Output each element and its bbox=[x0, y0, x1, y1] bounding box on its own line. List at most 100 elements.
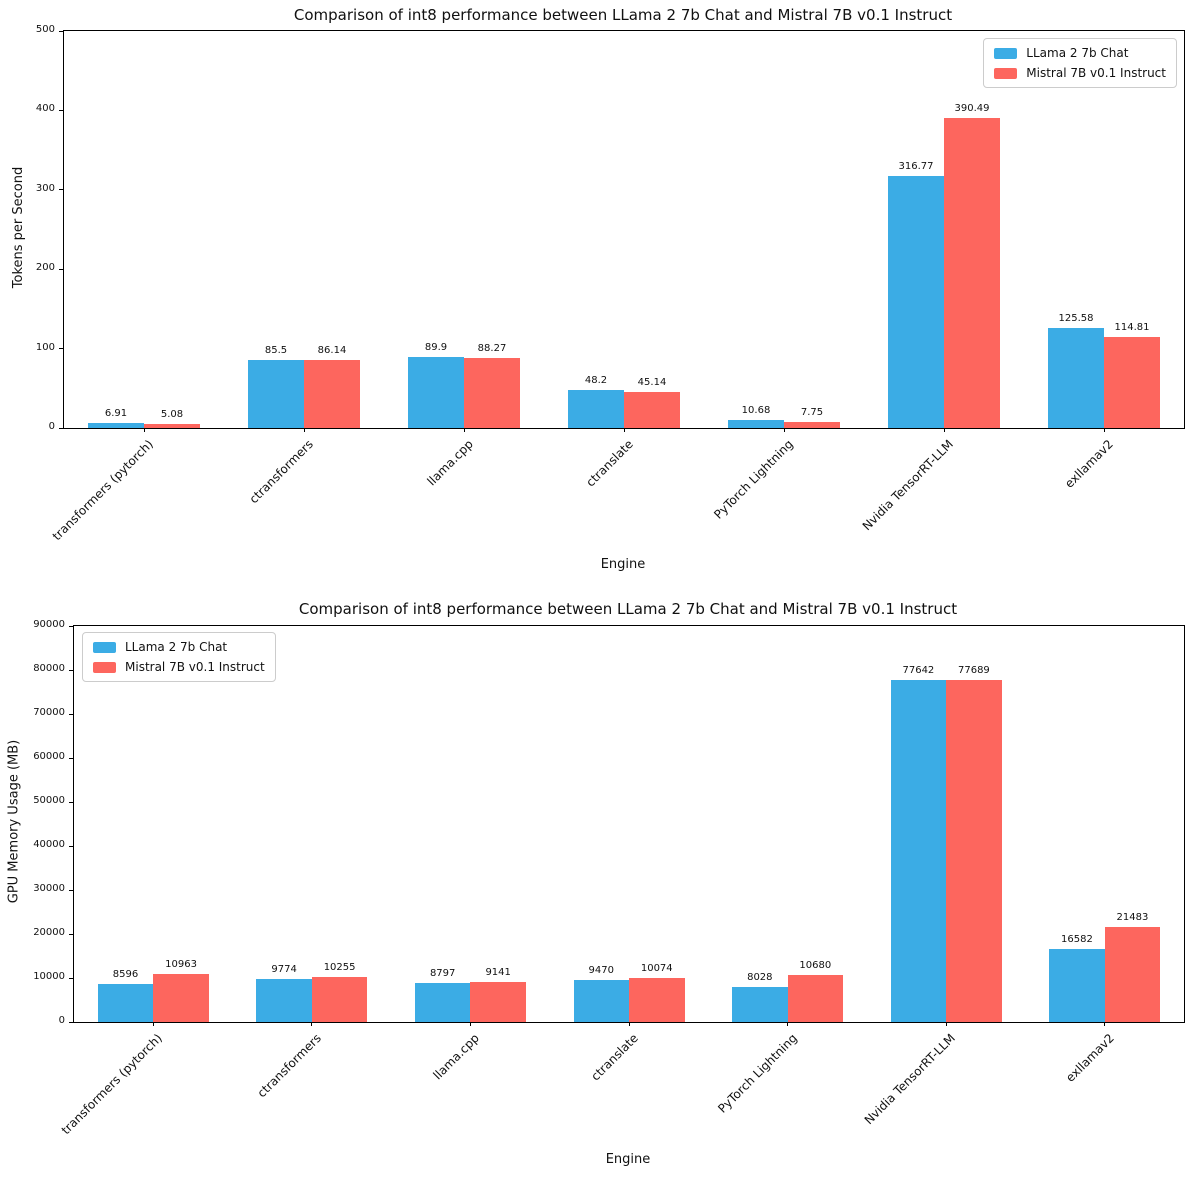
y-tick-mark bbox=[69, 713, 73, 715]
y-tick-label: 60000 bbox=[33, 751, 65, 762]
legend-swatch bbox=[994, 67, 1018, 79]
x-tick-mark bbox=[303, 428, 305, 432]
bar-mistral bbox=[784, 421, 840, 428]
bar-value-label: 8596 bbox=[112, 969, 139, 981]
y-tick-mark bbox=[69, 889, 73, 891]
y-tick-mark bbox=[59, 348, 63, 350]
bar-value-label: 10074 bbox=[640, 962, 673, 974]
chart-title: Comparison of int8 performance between L… bbox=[298, 600, 958, 618]
bar-value-label: 16582 bbox=[1061, 934, 1093, 946]
y-tick-mark bbox=[69, 669, 73, 671]
bar-mistral bbox=[311, 976, 368, 1022]
bar-value-label: 86.14 bbox=[317, 344, 347, 356]
bar-value-label: 6.91 bbox=[104, 407, 128, 419]
bar-value-label: 89.9 bbox=[424, 341, 448, 353]
legend: LLama 2 7b Chat Mistral 7B v0.1 Instruct bbox=[983, 38, 1177, 88]
y-tick-label: 70000 bbox=[33, 707, 65, 718]
bar-value-label: 88.27 bbox=[477, 342, 507, 354]
bar-mistral bbox=[304, 359, 360, 428]
x-tick-mark bbox=[1103, 428, 1105, 432]
legend-entry: Mistral 7B v0.1 Instruct bbox=[994, 66, 1166, 80]
y-tick-label: 500 bbox=[35, 24, 55, 35]
legend: LLama 2 7b Chat Mistral 7B v0.1 Instruct bbox=[82, 632, 276, 682]
bar-llama bbox=[728, 419, 784, 428]
bar-value-label: 85.5 bbox=[264, 345, 288, 357]
bar-llama bbox=[248, 360, 304, 428]
legend-label: LLama 2 7b Chat bbox=[1026, 46, 1129, 60]
bar-value-label: 10963 bbox=[165, 958, 197, 970]
bar-value-label: 8797 bbox=[429, 968, 456, 980]
bar-mistral bbox=[464, 357, 520, 428]
y-tick-mark bbox=[69, 1021, 73, 1023]
bar-mistral bbox=[944, 117, 1000, 428]
legend-swatch bbox=[93, 641, 116, 653]
y-tick-mark bbox=[59, 268, 63, 270]
legend-entry: LLama 2 7b Chat bbox=[994, 46, 1166, 60]
bar-llama bbox=[890, 680, 947, 1022]
y-tick-mark bbox=[59, 109, 63, 111]
y-tick-mark bbox=[69, 801, 73, 803]
bar-value-label: 9774 bbox=[271, 963, 297, 975]
bar-value-label: 9141 bbox=[485, 966, 511, 978]
bar-llama bbox=[1049, 949, 1105, 1022]
legend-label: LLama 2 7b Chat bbox=[125, 640, 228, 654]
bar-value-label: 5.08 bbox=[160, 408, 184, 420]
bar-llama bbox=[1048, 328, 1104, 428]
bar-value-label: 10.68 bbox=[741, 404, 771, 416]
bar-value-label: 114.81 bbox=[1114, 321, 1150, 333]
legend-label: Mistral 7B v0.1 Instruct bbox=[1026, 66, 1166, 80]
bar-value-label: 8028 bbox=[747, 971, 773, 983]
y-tick-label: 0 bbox=[48, 421, 55, 432]
bar-value-label: 7.75 bbox=[800, 406, 824, 418]
x-tick-mark bbox=[945, 1022, 947, 1026]
bar-mistral bbox=[787, 975, 844, 1022]
bar-llama bbox=[88, 422, 144, 428]
y-tick-label: 40000 bbox=[33, 839, 65, 850]
y-tick-mark bbox=[69, 933, 73, 935]
y-tick-label: 100 bbox=[35, 341, 55, 353]
tokens-per-second-chart: Comparison of int8 performance between L… bbox=[11, 6, 1185, 572]
chart-title: Comparison of int8 performance between L… bbox=[293, 6, 953, 24]
bar-value-label: 77642 bbox=[902, 665, 935, 677]
x-axis-label: Engine bbox=[600, 557, 646, 572]
y-tick-label: 30000 bbox=[33, 883, 65, 894]
legend-label: Mistral 7B v0.1 Instruct bbox=[125, 660, 265, 674]
legend-entry: LLama 2 7b Chat bbox=[93, 640, 265, 654]
bar-value-label: 48.2 bbox=[584, 374, 608, 386]
bar-llama bbox=[568, 389, 624, 428]
bar-llama bbox=[256, 978, 312, 1022]
x-axis-label: Engine bbox=[605, 1152, 651, 1167]
bar-llama bbox=[408, 356, 464, 428]
y-axis-label: GPU Memory Usage (MB) bbox=[6, 739, 22, 904]
bar-llama bbox=[888, 176, 944, 428]
x-tick-mark bbox=[787, 1022, 789, 1026]
y-tick-label: 20000 bbox=[33, 927, 65, 938]
x-tick-mark bbox=[628, 1022, 630, 1026]
y-tick-label: 200 bbox=[35, 262, 55, 274]
bar-value-label: 77689 bbox=[957, 665, 990, 677]
x-tick-mark bbox=[1104, 1022, 1106, 1026]
bar-llama bbox=[414, 983, 471, 1022]
plot-area: 0 10000 20000 30000 40000 50000 60000 70000 8000… bbox=[33, 619, 1185, 1137]
bar-mistral bbox=[1104, 336, 1160, 428]
bar-llama bbox=[732, 986, 788, 1022]
bar-mistral bbox=[946, 680, 1002, 1022]
bar-llama bbox=[573, 980, 629, 1022]
y-tick-mark bbox=[69, 845, 73, 847]
bar-llama bbox=[97, 984, 154, 1022]
bar-mistral bbox=[624, 392, 680, 428]
x-tick-mark bbox=[469, 1022, 471, 1026]
x-tick-mark bbox=[623, 428, 625, 432]
y-tick-mark bbox=[69, 977, 73, 979]
bar-value-label: 21483 bbox=[1116, 912, 1149, 924]
bar-value-label: 10255 bbox=[323, 961, 356, 973]
bar-mistral bbox=[629, 977, 685, 1022]
bar-value-label: 9470 bbox=[588, 965, 614, 977]
x-tick-mark bbox=[143, 428, 145, 432]
y-tick-label: 10000 bbox=[33, 971, 65, 982]
y-tick-mark bbox=[69, 757, 73, 759]
y-tick-mark bbox=[59, 427, 63, 429]
y-tick-label: 90000 bbox=[33, 619, 65, 630]
bar-value-label: 125.58 bbox=[1058, 313, 1094, 325]
